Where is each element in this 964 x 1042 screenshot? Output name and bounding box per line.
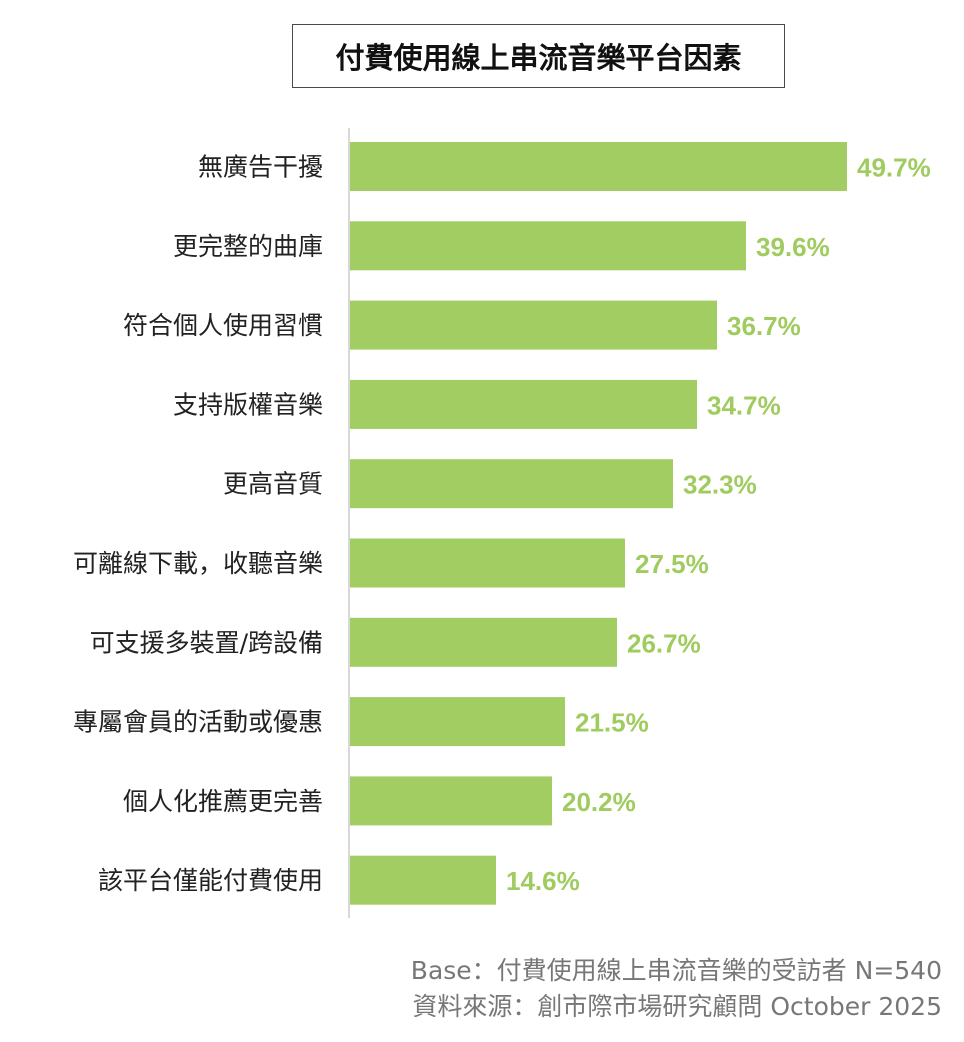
category-label-7: 專屬會員的活動或優惠 [73,708,323,737]
category-label-8: 個人化推薦更完善 [123,787,323,816]
base-note: Base：付費使用線上串流音樂的受訪者 N=540 [410,956,942,985]
value-label-6: 26.7% [627,628,701,658]
bar-5 [350,538,625,588]
category-label-5: 可離線下載，收聽音樂 [73,549,323,578]
bar-4 [350,459,673,509]
value-label-3: 34.7% [707,390,781,420]
value-label-4: 32.3% [683,470,757,500]
category-label-1: 更完整的曲庫 [173,232,323,261]
bar-0 [350,142,847,191]
bar-3 [350,379,697,429]
chart-footer: Base：付費使用線上串流音樂的受訪者 N=540 資料來源：創市際市場研究顧問… [411,953,942,1025]
category-label-9: 該平台僅能付費使用 [98,866,323,895]
category-label-4: 更高音質 [223,470,323,499]
chart-title: 付費使用線上串流音樂平台因素 [292,24,785,88]
bar-9 [350,855,496,905]
bar-1 [350,221,746,271]
category-label-2: 符合個人使用習慣 [123,311,323,340]
value-label-5: 27.5% [635,549,709,579]
bar-6 [350,617,617,667]
bar-2 [350,300,717,350]
value-label-2: 36.7% [727,311,801,341]
value-label-7: 21.5% [575,708,649,738]
value-label-1: 39.6% [756,232,830,262]
value-label-9: 14.6% [506,866,580,896]
category-label-3: 支持版權音樂 [173,390,323,419]
category-label-6: 可支援多裝置/跨設備 [90,628,323,657]
value-label-8: 20.2% [562,787,636,817]
bar-8 [350,776,552,826]
source-note: 資料來源：創市際市場研究顧問 October 2025 [412,992,942,1021]
bar-chart: 無廣告干擾 49.7% 更完整的曲庫 39.6% 符合個人使用習慣 36.7% 支持版權音樂… [73,128,931,918]
category-label-0: 無廣告干擾 [198,153,323,182]
value-label-0: 49.7% [857,153,931,183]
bar-7 [350,697,565,747]
